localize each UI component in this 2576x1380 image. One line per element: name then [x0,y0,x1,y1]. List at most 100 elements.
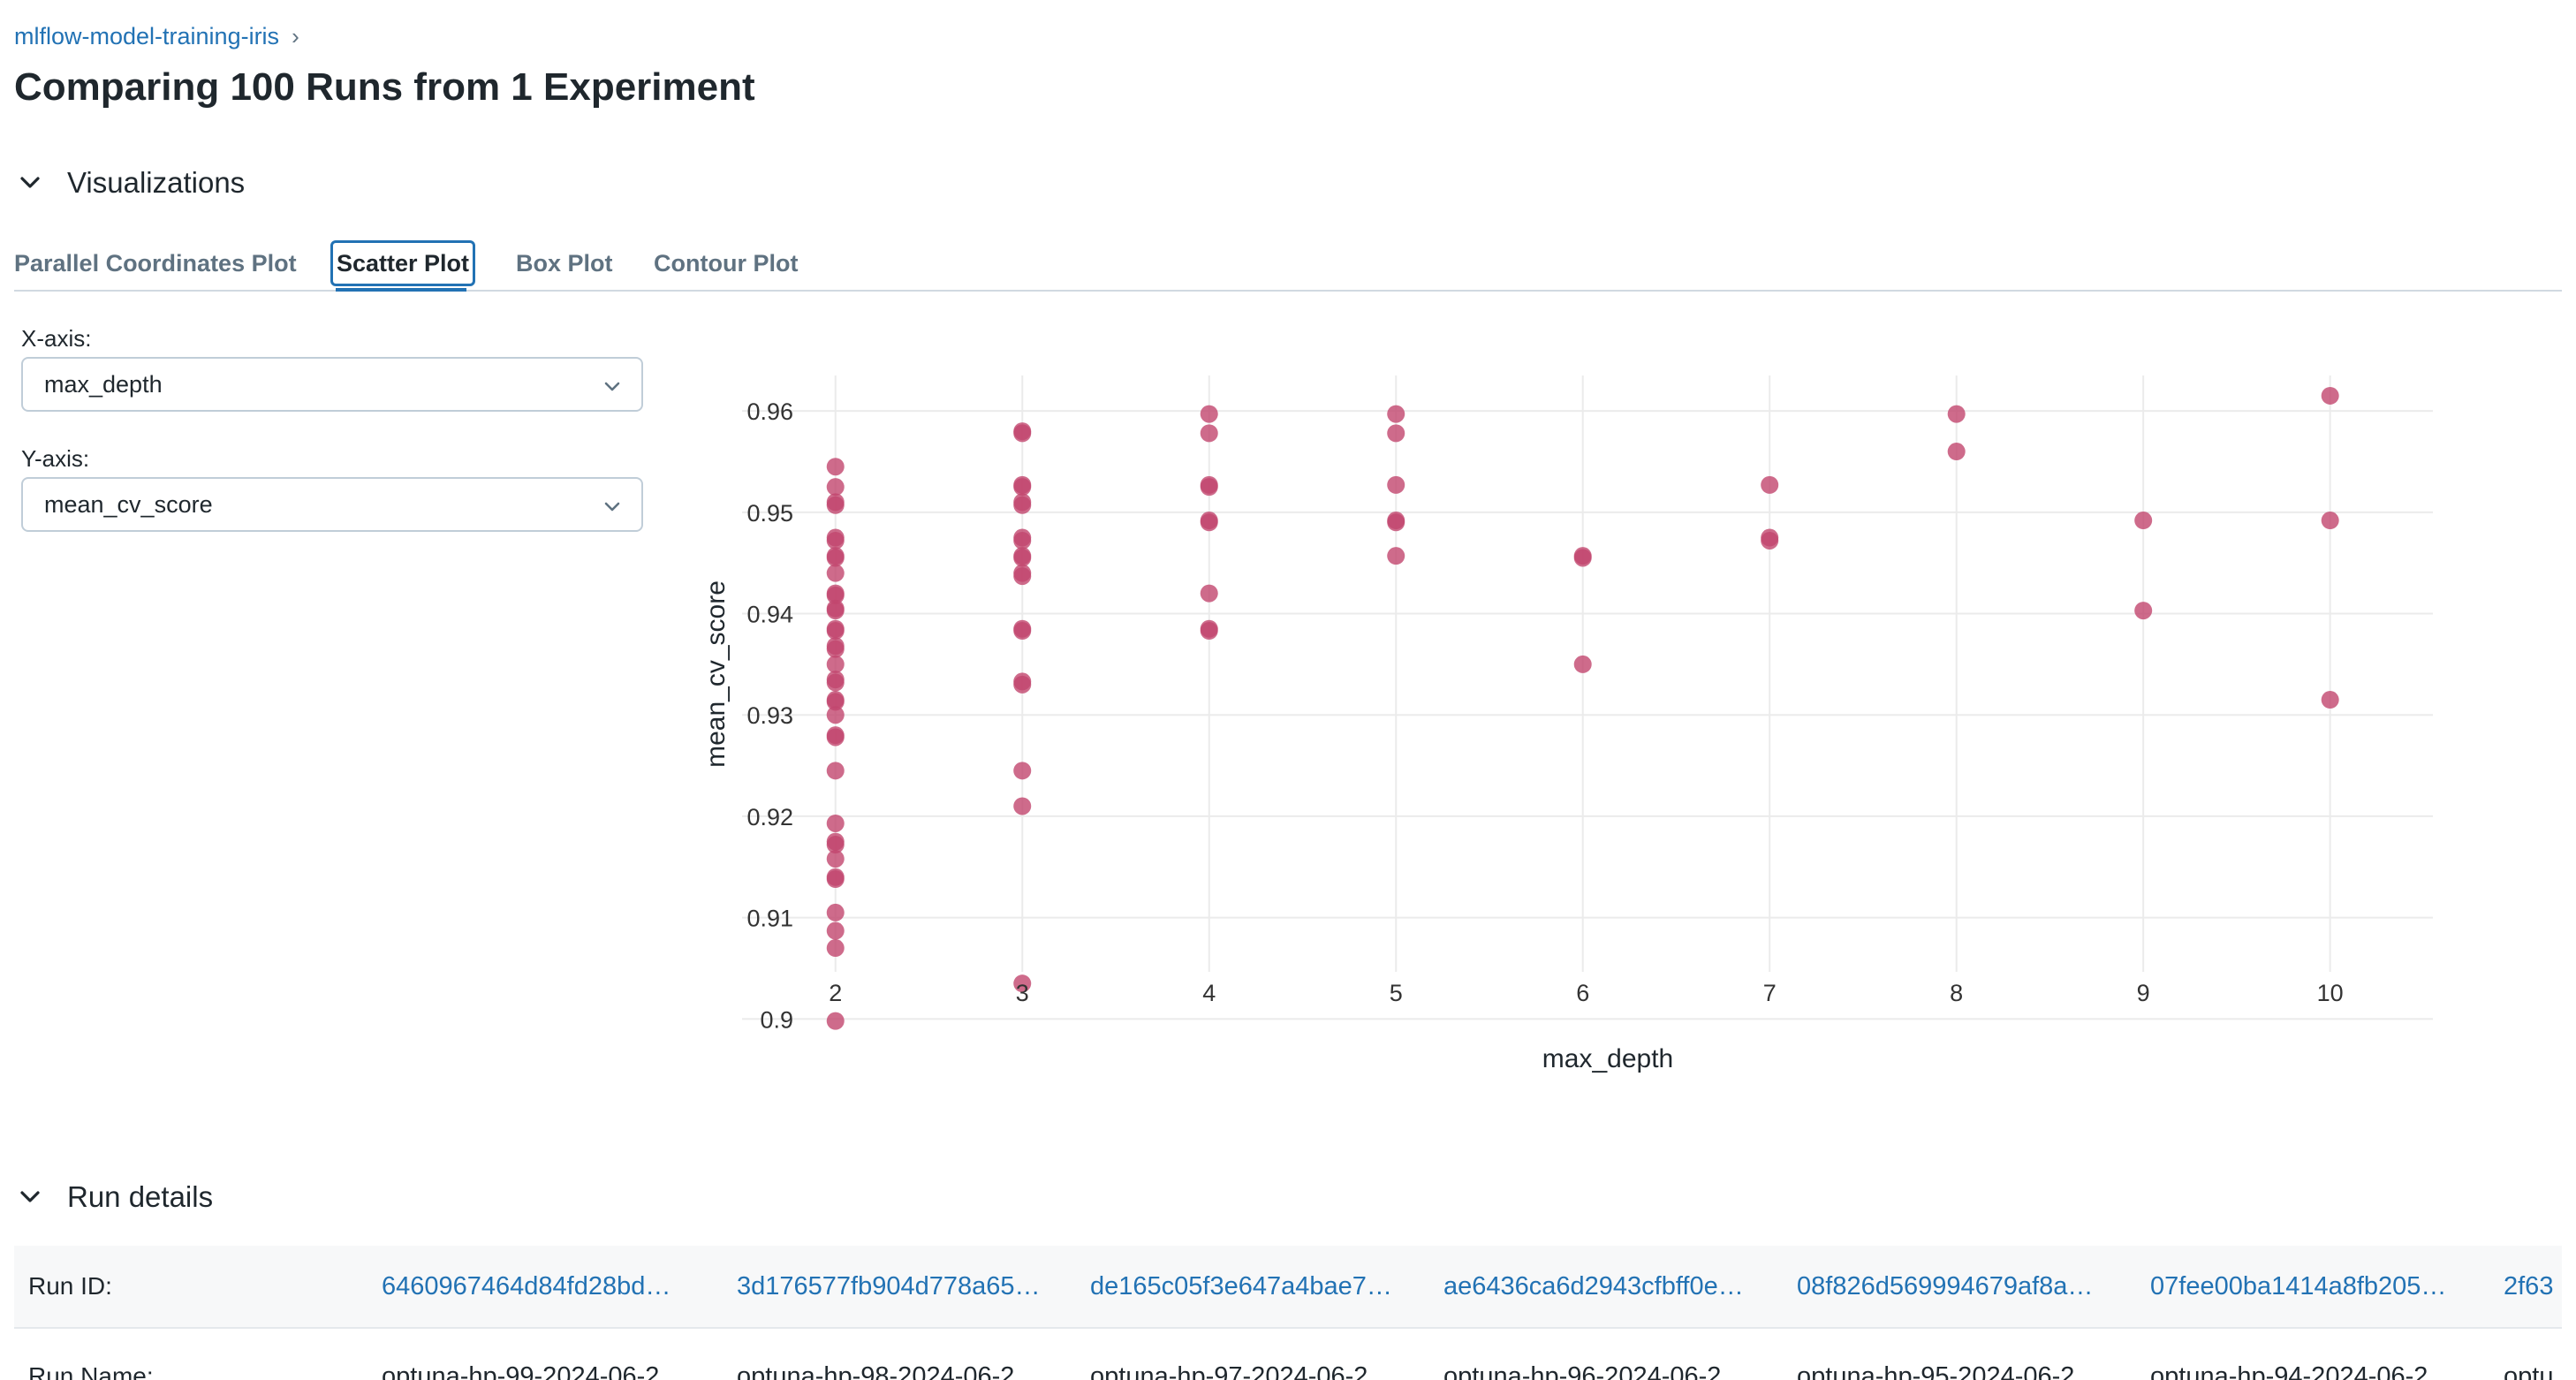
scatter-point[interactable] [826,814,845,832]
scatter-point[interactable] [826,1012,845,1030]
scatter-point[interactable] [826,531,845,550]
scatter-point[interactable] [826,870,845,889]
scatter-point[interactable] [1200,405,1218,423]
run-details-section-title: Run details [67,1180,214,1213]
x-tick-label: 8 [1950,980,1963,1006]
scatter-point[interactable] [1200,622,1218,641]
y-tick-label: 0.96 [746,398,793,425]
scatter-point[interactable] [1761,475,1779,494]
scatter-point[interactable] [1200,424,1218,443]
y-tick-label: 0.92 [746,804,793,830]
scatter-point[interactable] [1013,675,1032,694]
scatter-point[interactable] [1013,762,1032,780]
scatter-point[interactable] [826,728,845,747]
scatter-point[interactable] [826,622,845,641]
scatter-point[interactable] [1200,478,1218,497]
run-id-link[interactable]: de165c05f3e647a4bae7… [1090,1271,1392,1300]
scatter-point[interactable] [1387,405,1405,423]
run-name-cell: optuna-hp-94-2024-06-2… [2150,1362,2454,1380]
scatter-point[interactable] [1013,974,1032,993]
scatter-point[interactable] [826,458,845,476]
scatter-point[interactable] [1013,478,1032,497]
scatter-point[interactable] [826,836,845,854]
scatter-point[interactable] [826,478,845,497]
chevron-down-icon [604,491,620,519]
scatter-point[interactable] [1947,443,1966,461]
x-tick-label: 4 [1202,980,1216,1006]
visualization-tabs: Parallel Coordinates Plot Scatter Plot B… [14,239,2562,292]
data-points [826,386,2339,1030]
scatter-point[interactable] [1013,622,1032,641]
scatter-point[interactable] [2134,602,2153,620]
run-name-row-label: Run Name: [28,1362,154,1380]
scatter-chart: 0.9 0.91 0.92 0.93 0.94 0.95 0.96 2 3 4 5 6 7 8 9 10 ma… [689,353,2456,1096]
y-axis-select[interactable]: mean_cv_score [21,477,643,532]
chevron-down-icon [14,167,46,199]
breadcrumb-experiment-link[interactable]: mlflow-model-training-iris [14,23,280,49]
visualizations-section-title: Visualizations [67,166,246,199]
chevron-down-icon [14,1181,46,1213]
y-tick-label: 0.94 [746,602,793,628]
scatter-point[interactable] [1387,475,1405,494]
scatter-point[interactable] [826,640,845,658]
scatter-point[interactable] [2321,386,2339,405]
run-id-link[interactable]: 6460967464d84fd28bd… [382,1271,671,1300]
scatter-point[interactable] [2321,512,2339,530]
x-axis-select-value: max_depth [44,370,163,398]
scatter-point[interactable] [1387,513,1405,532]
run-id-link[interactable]: 2f63 [2504,1271,2554,1300]
run-id-link[interactable]: 07fee00ba1414a8fb205… [2150,1271,2447,1300]
run-name-row: Run Name: optuna-hp-99-2024-06-2… optuna… [14,1331,2562,1380]
scatter-point[interactable] [1573,549,1592,567]
run-name-cell: optuna-hp-96-2024-06-2… [1443,1362,1747,1380]
scatter-point[interactable] [826,850,845,868]
scatter-point[interactable] [1013,531,1032,550]
run-id-link[interactable]: ae6436ca6d2943cfbff0e… [1443,1271,1744,1300]
x-axis-title: max_depth [1542,1044,1673,1073]
scatter-point[interactable] [1761,531,1779,550]
tab-contour-plot[interactable]: Contour Plot [654,249,799,277]
tab-box-plot[interactable]: Box Plot [516,249,613,277]
scatter-point[interactable] [826,586,845,604]
run-id-row: Run ID: 6460967464d84fd28bd… 3d176577fb9… [14,1246,2562,1329]
scatter-point[interactable] [2134,512,2153,530]
run-details-section-toggle[interactable]: Run details [14,1180,213,1214]
run-id-link[interactable]: 3d176577fb904d778a65… [737,1271,1041,1300]
scatter-point[interactable] [1013,424,1032,443]
tab-scatter-plot[interactable]: Scatter Plot [330,240,476,286]
scatter-point[interactable] [826,602,845,620]
scatter-point[interactable] [1387,424,1405,443]
run-name-cell: optuna-hp-99-2024-06-2… [382,1362,686,1380]
scatter-point[interactable] [826,693,845,711]
x-axis-label: X-axis: [21,325,92,352]
scatter-point[interactable] [826,939,845,958]
scatter-point[interactable] [826,549,845,567]
run-id-row-label: Run ID: [28,1272,112,1300]
scatter-point[interactable] [2321,691,2339,709]
y-tick-label: 0.95 [746,500,793,527]
x-tick-label: 6 [1576,980,1589,1006]
scatter-point[interactable] [1573,655,1592,673]
scatter-point[interactable] [826,762,845,780]
x-axis-select[interactable]: max_depth [21,357,643,412]
scatter-point[interactable] [826,655,845,673]
scatter-point[interactable] [826,496,845,514]
tick-labels: 0.9 0.91 0.92 0.93 0.94 0.95 0.96 2 3 4 5 6 7 8 9 10 [746,398,2343,1033]
scatter-point[interactable] [1013,549,1032,567]
scatter-point[interactable] [1013,797,1032,815]
tab-parallel-coordinates-plot[interactable]: Parallel Coordinates Plot [14,249,297,277]
scatter-point[interactable] [826,673,845,692]
scatter-point[interactable] [1013,496,1032,514]
scatter-point[interactable] [826,706,845,724]
scatter-point[interactable] [826,903,845,921]
scatter-point[interactable] [1387,547,1405,565]
run-id-link[interactable]: 08f826d569994679af8a… [1797,1271,2094,1300]
breadcrumb: mlflow-model-training-iris › [14,23,299,50]
scatter-point[interactable] [1013,567,1032,586]
scatter-point[interactable] [1200,513,1218,532]
scatter-point[interactable] [1947,405,1966,423]
scatter-point[interactable] [1200,584,1218,603]
visualizations-section-toggle[interactable]: Visualizations [14,166,245,200]
scatter-point[interactable] [826,921,845,940]
scatter-point[interactable] [826,564,845,582]
